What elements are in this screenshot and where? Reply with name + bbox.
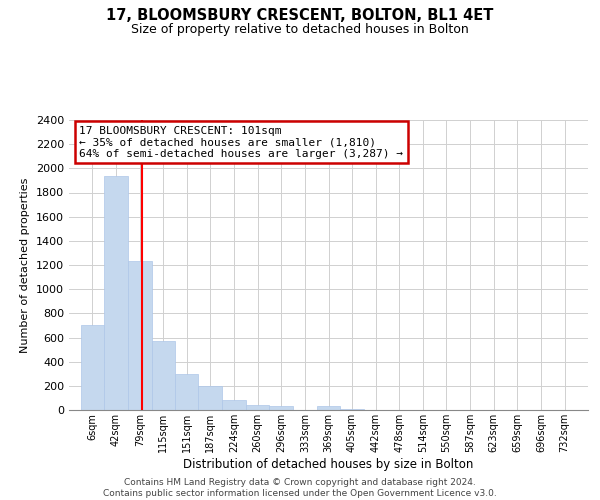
- Bar: [104, 176, 128, 410]
- Bar: [317, 406, 340, 410]
- Bar: [223, 400, 246, 410]
- Bar: [269, 406, 293, 410]
- X-axis label: Distribution of detached houses by size in Bolton: Distribution of detached houses by size …: [184, 458, 473, 470]
- Bar: [199, 386, 222, 410]
- Text: Contains HM Land Registry data © Crown copyright and database right 2024.
Contai: Contains HM Land Registry data © Crown c…: [103, 478, 497, 498]
- Bar: [152, 340, 175, 410]
- Bar: [81, 326, 104, 410]
- Bar: [175, 374, 199, 410]
- Bar: [128, 262, 152, 410]
- Text: Size of property relative to detached houses in Bolton: Size of property relative to detached ho…: [131, 22, 469, 36]
- Y-axis label: Number of detached properties: Number of detached properties: [20, 178, 31, 352]
- Bar: [246, 404, 269, 410]
- Text: 17 BLOOMSBURY CRESCENT: 101sqm
← 35% of detached houses are smaller (1,810)
64% : 17 BLOOMSBURY CRESCENT: 101sqm ← 35% of …: [79, 126, 403, 159]
- Bar: [340, 409, 364, 410]
- Text: 17, BLOOMSBURY CRESCENT, BOLTON, BL1 4ET: 17, BLOOMSBURY CRESCENT, BOLTON, BL1 4ET: [106, 8, 494, 22]
